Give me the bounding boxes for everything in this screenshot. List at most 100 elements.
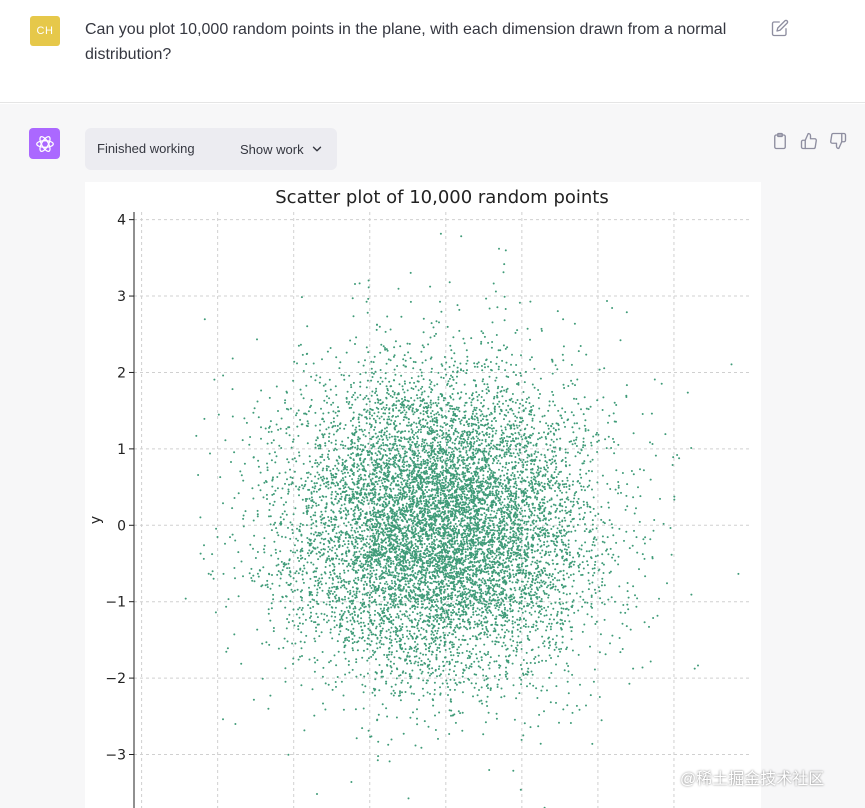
- scatter-point: [328, 432, 331, 435]
- scatter-point: [536, 496, 539, 499]
- scatter-point: [401, 633, 404, 636]
- scatter-point: [387, 544, 390, 547]
- scatter-point: [399, 674, 402, 677]
- scatter-point: [459, 501, 462, 504]
- scatter-point: [452, 633, 455, 636]
- scatter-point: [670, 553, 673, 556]
- scatter-point: [613, 401, 616, 404]
- scatter-point: [425, 614, 428, 617]
- scatter-point: [447, 429, 450, 432]
- scatter-point: [420, 393, 423, 396]
- scatter-point: [259, 471, 262, 474]
- scatter-point: [471, 392, 474, 395]
- assistant-message-row: Finished working Show work: [0, 104, 865, 808]
- pencil-edit-icon[interactable]: [771, 19, 789, 37]
- scatter-point: [315, 504, 318, 507]
- scatter-point: [384, 531, 386, 534]
- scatter-point: [512, 593, 515, 596]
- scatter-point: [426, 606, 429, 609]
- scatter-point: [406, 479, 409, 482]
- scatter-point: [501, 628, 504, 631]
- scatter-point: [399, 486, 402, 489]
- scatter-point: [382, 515, 385, 518]
- scatter-point: [477, 543, 480, 546]
- scatter-point: [553, 577, 556, 579]
- scatter-point: [442, 603, 445, 606]
- scatter-point: [510, 499, 513, 502]
- scatter-point: [387, 569, 390, 571]
- scatter-point: [327, 465, 330, 468]
- scatter-point: [525, 501, 528, 504]
- scatter-point: [494, 607, 497, 610]
- scatter-point: [275, 385, 278, 388]
- scatter-point: [336, 640, 339, 643]
- scatter-point: [378, 445, 381, 448]
- scatter-point: [519, 372, 522, 375]
- scatter-point: [453, 542, 456, 545]
- scatter-point: [380, 415, 383, 418]
- scatter-point: [409, 438, 412, 441]
- scatter-point: [550, 613, 553, 616]
- scatter-point: [477, 444, 480, 447]
- scatter-point: [367, 442, 370, 445]
- clipboard-icon[interactable]: [771, 132, 789, 150]
- scatter-point: [416, 708, 418, 711]
- scatter-point: [496, 391, 499, 394]
- thumbs-down-icon[interactable]: [829, 132, 847, 150]
- scatter-point: [429, 399, 432, 402]
- scatter-point: [455, 683, 458, 686]
- scatter-point: [503, 589, 506, 592]
- scatter-point: [420, 502, 423, 505]
- scatter-point: [470, 663, 473, 665]
- scatter-point: [308, 658, 311, 661]
- scatter-point: [256, 572, 259, 575]
- scatter-point: [476, 584, 479, 587]
- scatter-point: [506, 435, 508, 438]
- scatter-point: [353, 593, 356, 596]
- scatter-point: [403, 380, 406, 383]
- scatter-point: [426, 623, 429, 626]
- scatter-point: [345, 550, 348, 553]
- scatter-point: [344, 598, 346, 601]
- scatter-point: [603, 584, 606, 587]
- scatter-point: [481, 539, 484, 542]
- scatter-point: [325, 582, 327, 585]
- scatter-point: [350, 529, 353, 532]
- scatter-point: [376, 458, 378, 461]
- scatter-point: [600, 518, 603, 521]
- scatter-point: [345, 581, 348, 584]
- scatter-point: [566, 476, 569, 479]
- scatter-point: [343, 427, 346, 430]
- scatter-point: [377, 435, 380, 438]
- scatter-point: [296, 588, 299, 591]
- scatter-point: [630, 470, 633, 472]
- scatter-point: [440, 619, 443, 622]
- scatter-point: [559, 489, 562, 492]
- scatter-point: [269, 587, 272, 590]
- scatter-point: [502, 402, 504, 405]
- show-work-button[interactable]: Show work: [240, 136, 324, 162]
- scatter-point: [471, 569, 474, 572]
- scatter-point: [345, 401, 348, 403]
- scatter-point: [456, 660, 459, 663]
- scatter-point: [272, 630, 275, 633]
- scatter-point: [500, 696, 503, 699]
- scatter-point: [344, 533, 347, 536]
- scatter-point: [342, 487, 345, 490]
- scatter-point: [516, 565, 519, 568]
- scatter-point: [602, 396, 605, 399]
- scatter-point: [551, 372, 554, 375]
- scatter-point: [530, 594, 533, 597]
- scatter-point: [549, 625, 552, 628]
- thumbs-up-icon[interactable]: [800, 132, 818, 150]
- scatter-point: [436, 593, 439, 595]
- scatter-point: [522, 659, 525, 661]
- scatter-point: [451, 408, 454, 410]
- scatter-point: [385, 550, 388, 553]
- scatter-point: [439, 441, 442, 443]
- scatter-point: [530, 462, 533, 465]
- scatter-point: [322, 467, 325, 470]
- scatter-point: [324, 521, 327, 524]
- scatter-point: [563, 669, 566, 672]
- scatter-point: [417, 430, 419, 433]
